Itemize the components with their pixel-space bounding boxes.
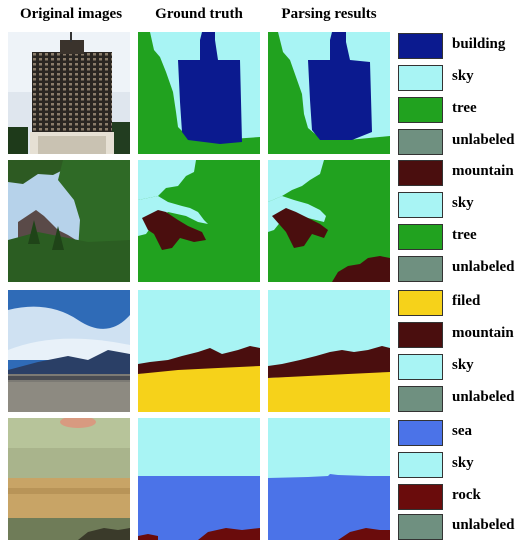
legend-item: tree bbox=[396, 224, 519, 252]
legend-swatch bbox=[398, 256, 443, 282]
legend-swatch bbox=[398, 290, 443, 316]
legend-swatch bbox=[398, 484, 443, 510]
legend-item: unlabeled bbox=[396, 386, 519, 414]
header-parsing-results: Parsing results bbox=[281, 6, 377, 22]
legend-label: sky bbox=[452, 357, 474, 373]
legend-item: sea bbox=[396, 420, 519, 448]
legend-item: building bbox=[396, 33, 519, 61]
legend-label: sky bbox=[452, 68, 474, 84]
legend-label: sky bbox=[452, 455, 474, 471]
legend-item: sky bbox=[396, 452, 519, 480]
legend-label: rock bbox=[452, 487, 481, 503]
legend-label: mountain bbox=[452, 325, 514, 341]
legend-row-4: sea sky rock unlabeled bbox=[396, 418, 519, 540]
legend-label: mountain bbox=[452, 163, 514, 179]
legend-swatch bbox=[398, 452, 443, 478]
legend-label: sky bbox=[452, 195, 474, 211]
row2-parsing-result bbox=[268, 160, 390, 282]
legend-swatch bbox=[398, 160, 443, 186]
legend-swatch bbox=[398, 33, 443, 59]
row2-ground-truth bbox=[138, 160, 260, 282]
legend-label: filed bbox=[452, 293, 481, 309]
legend-row-2: mountain sky tree unlabeled bbox=[396, 160, 519, 282]
legend-label: sea bbox=[452, 423, 472, 439]
legend-swatch bbox=[398, 322, 443, 348]
legend-label: tree bbox=[452, 100, 477, 116]
legend-swatch bbox=[398, 192, 443, 218]
legend-item: unlabeled bbox=[396, 514, 519, 542]
row2-original-image bbox=[8, 160, 130, 282]
legend-swatch bbox=[398, 354, 443, 380]
legend-label: tree bbox=[452, 227, 477, 243]
legend-item: sky bbox=[396, 354, 519, 382]
row1-ground-truth bbox=[138, 32, 260, 154]
legend-label: unlabeled bbox=[452, 389, 515, 405]
row1-original-image bbox=[8, 32, 130, 154]
legend-swatch bbox=[398, 224, 443, 250]
legend-item: sky bbox=[396, 65, 519, 93]
legend-swatch bbox=[398, 65, 443, 91]
legend-swatch bbox=[398, 97, 443, 123]
legend-item: mountain bbox=[396, 322, 519, 350]
legend-item: mountain bbox=[396, 160, 519, 188]
row4-parsing-result bbox=[268, 418, 390, 540]
legend-item: sky bbox=[396, 192, 519, 220]
legend-row-3: filed mountain sky unlabeled bbox=[396, 290, 519, 412]
row3-original-image bbox=[8, 290, 130, 412]
row1-parsing-result bbox=[268, 32, 390, 154]
row3-ground-truth bbox=[138, 290, 260, 412]
header-ground-truth: Ground truth bbox=[155, 6, 243, 22]
header-original-images: Original images bbox=[19, 6, 123, 22]
row4-ground-truth bbox=[138, 418, 260, 540]
legend-item: unlabeled bbox=[396, 256, 519, 284]
legend-item: filed bbox=[396, 290, 519, 318]
legend-label: building bbox=[452, 36, 506, 52]
legend-label: unlabeled bbox=[452, 259, 515, 275]
legend-label: unlabeled bbox=[452, 517, 515, 533]
legend-item: tree bbox=[396, 97, 519, 125]
row4-original-image bbox=[8, 418, 130, 540]
legend-swatch bbox=[398, 129, 443, 155]
legend-item: unlabeled bbox=[396, 129, 519, 157]
legend-item: rock bbox=[396, 484, 519, 512]
row3-parsing-result bbox=[268, 290, 390, 412]
legend-swatch bbox=[398, 420, 443, 446]
legend-row-1: building sky tree unlabeled bbox=[396, 33, 519, 155]
legend-swatch bbox=[398, 514, 443, 540]
legend-swatch bbox=[398, 386, 443, 412]
legend-label: unlabeled bbox=[452, 132, 515, 148]
